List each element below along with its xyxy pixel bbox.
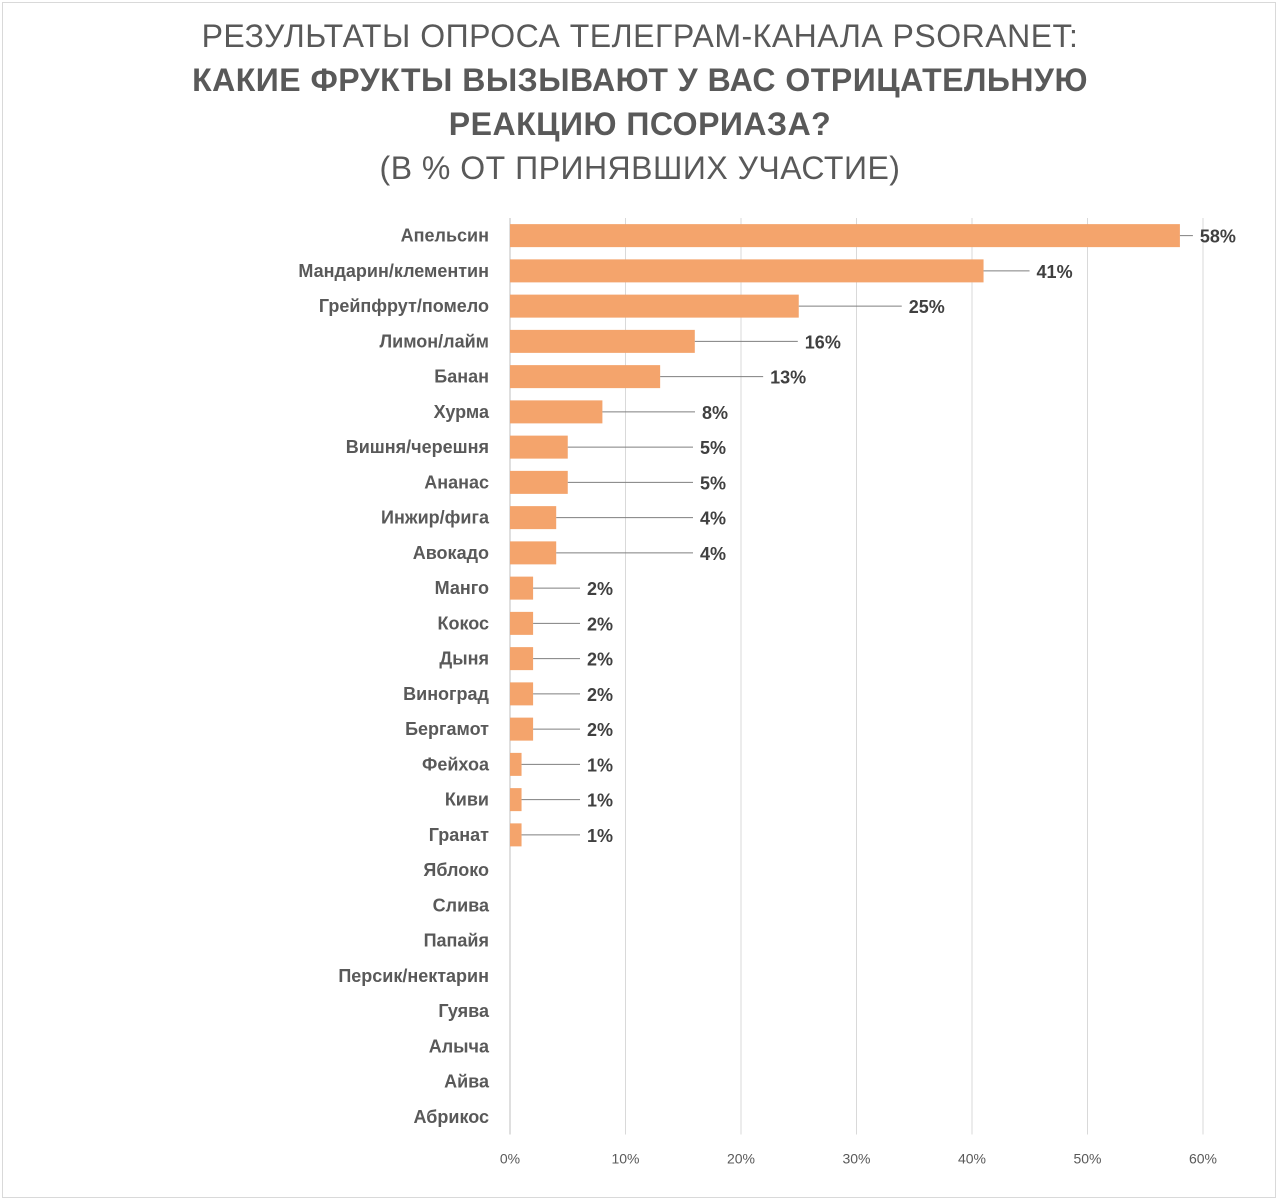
bar <box>510 259 984 283</box>
data-label: 1% <box>587 791 613 811</box>
data-label: 8% <box>702 403 728 423</box>
chart-subtitle: (В % ОТ ПРИНЯВШИХ УЧАСТИЕ) <box>379 150 901 186</box>
data-label: 5% <box>700 438 726 458</box>
data-label: 2% <box>587 650 613 670</box>
bar <box>510 752 522 776</box>
data-label: 16% <box>805 332 841 352</box>
chart-title-line-1: РЕЗУЛЬТАТЫ ОПРОСА ТЕЛЕГРАМ-КАНАЛА PSORAN… <box>201 18 1079 54</box>
category-label: Персик/нектарин <box>338 966 489 986</box>
data-label: 4% <box>700 509 726 529</box>
data-label: 1% <box>587 755 613 775</box>
bar <box>510 506 557 530</box>
data-label: 1% <box>587 826 613 846</box>
bar <box>510 541 557 565</box>
category-label: Дыня <box>439 649 489 669</box>
data-label: 25% <box>909 297 945 317</box>
data-label: 2% <box>587 720 613 740</box>
category-label: Папайя <box>424 931 489 951</box>
category-label: Ананас <box>424 472 489 492</box>
data-label: 4% <box>700 544 726 564</box>
bar <box>510 611 534 635</box>
category-label: Гранат <box>429 825 489 845</box>
category-label: Апельсин <box>401 226 489 246</box>
category-label: Гуява <box>438 1001 490 1021</box>
category-label: Авокадо <box>413 543 489 563</box>
bar <box>510 294 799 318</box>
bar <box>510 788 522 812</box>
chart-title-line-2: КАКИЕ ФРУКТЫ ВЫЗЫВАЮТ У ВАС ОТРИЦАТЕЛЬНУ… <box>192 62 1088 98</box>
data-label: 58% <box>1200 227 1236 247</box>
category-label: Виноград <box>403 684 489 704</box>
bar <box>510 647 534 671</box>
data-label: 13% <box>770 368 806 388</box>
category-label: Мандарин/клементин <box>298 261 489 281</box>
category-label: Вишня/черешня <box>346 437 489 457</box>
chart-title-line-3: РЕАКЦИЮ ПСОРИАЗА? <box>448 106 832 142</box>
bar <box>510 329 695 353</box>
category-label: Грейпфрут/помело <box>319 296 489 316</box>
data-label: 5% <box>700 473 726 493</box>
x-tick-label: 0% <box>500 1151 520 1167</box>
category-label: Слива <box>433 895 490 915</box>
data-label: 41% <box>1037 262 1073 282</box>
bar <box>510 576 534 600</box>
category-label: Манго <box>435 578 489 598</box>
category-label: Абрикос <box>414 1107 489 1127</box>
bar <box>510 435 568 459</box>
x-tick-label: 40% <box>958 1151 986 1167</box>
x-tick-label: 30% <box>842 1151 870 1167</box>
bar <box>510 717 534 741</box>
category-label: Айва <box>444 1072 490 1092</box>
data-label: 2% <box>587 685 613 705</box>
bar <box>510 224 1180 248</box>
data-label: 2% <box>587 579 613 599</box>
bar <box>510 682 534 706</box>
category-label: Киви <box>445 790 489 810</box>
category-label: Кокос <box>437 613 489 633</box>
category-label: Алыча <box>429 1036 490 1056</box>
bar <box>510 470 568 494</box>
x-tick-label: 20% <box>727 1151 755 1167</box>
bar <box>510 400 603 424</box>
category-label: Инжир/фига <box>381 508 490 528</box>
category-label: Бергамот <box>405 719 489 739</box>
bar <box>510 823 522 847</box>
category-label: Банан <box>434 367 489 387</box>
category-label: Яблоко <box>423 860 489 880</box>
x-tick-label: 60% <box>1189 1151 1217 1167</box>
data-label: 2% <box>587 614 613 634</box>
x-tick-label: 10% <box>611 1151 639 1167</box>
category-label: Лимон/лайм <box>380 331 489 351</box>
category-label: Хурма <box>434 402 490 422</box>
category-label: Фейхоа <box>422 754 490 774</box>
x-tick-label: 50% <box>1073 1151 1101 1167</box>
bar <box>510 365 661 389</box>
